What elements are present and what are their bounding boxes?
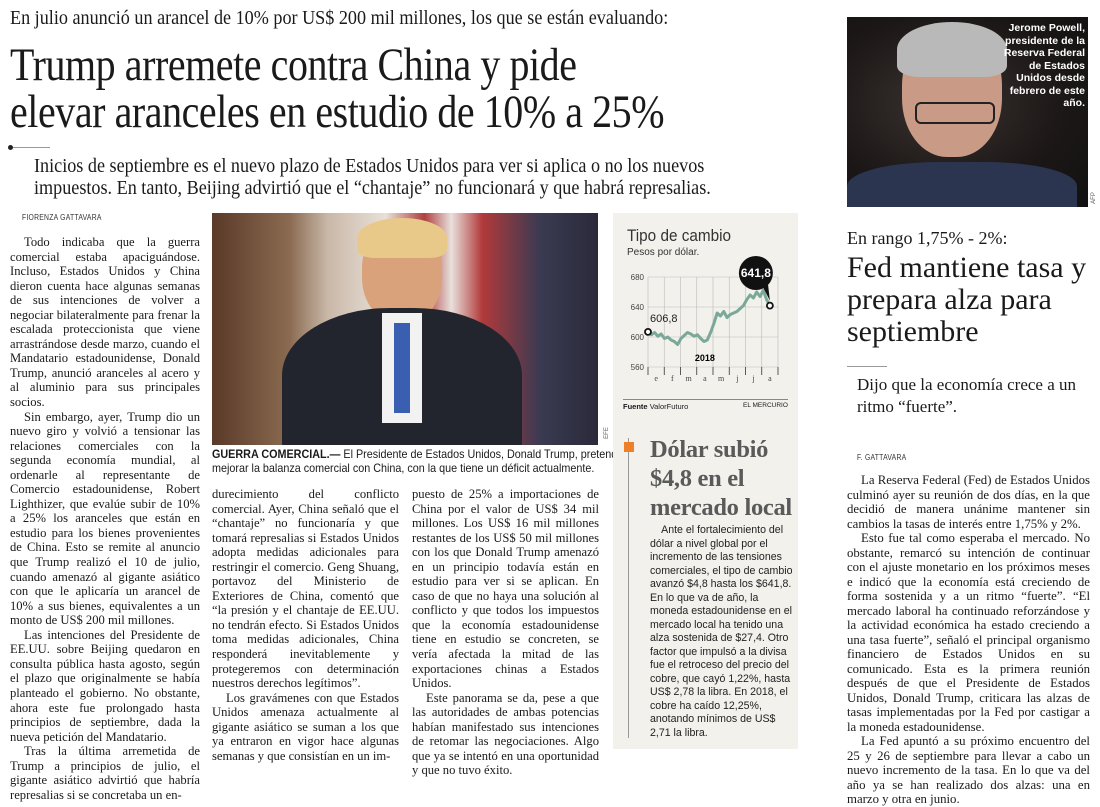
deck-line: impuestos. En tanto, Beijing advirtió qu…: [34, 178, 711, 199]
glasses-shape: [915, 102, 995, 124]
suit-shape: [847, 162, 1077, 207]
paragraph: puesto de 25% a importaciones de China p…: [412, 487, 599, 691]
x-tick-label: j: [735, 374, 738, 383]
vertical-rule: [628, 438, 629, 738]
x-tick-label: m: [718, 374, 725, 383]
year-label: 2018: [695, 353, 715, 363]
article-column-3: puesto de 25% a importaciones de China p…: [412, 487, 599, 778]
paragraph: Las intenciones del Presidente de EE.UU.…: [10, 627, 200, 744]
paragraph: Ante el fortalecimiento del dólar a nive…: [650, 524, 793, 739]
chart-source: Fuente ValorFuturo: [623, 402, 688, 411]
x-tick-label: e: [654, 374, 658, 383]
article-column-1: Todo indicaba que la guerra comercial es…: [10, 235, 200, 802]
paragraph: La Fed apuntó a su próximo encuentro del…: [847, 734, 1090, 806]
deck: Inicios de septiembre es el nuevo plazo …: [34, 156, 778, 200]
photo-credit: EFE: [603, 427, 610, 439]
bubble-pointer: [761, 283, 770, 301]
x-tick-label: a: [768, 374, 772, 383]
paragraph: Sin embargo, ayer, Trump dio un nuevo gi…: [10, 409, 200, 628]
article-column-2: durecimiento del conflicto comercial. Ay…: [212, 487, 399, 763]
end-value-bubble: [738, 256, 773, 290]
deck-line: Inicios de septiembre es el nuevo plazo …: [34, 156, 705, 177]
sidebar-box: Tipo de cambio Pesos por dólar. 560 600 64…: [613, 213, 798, 749]
headline-line: Trump arremete contra China y pide: [10, 39, 577, 91]
headline-line: elevar aranceles en estudio de 10% a 25%: [10, 86, 665, 138]
photo-caption: GUERRA COMERCIAL.— El Presidente de Esta…: [212, 448, 623, 476]
caption-text: mejorar la balanza comercial con China, …: [212, 462, 595, 475]
paragraph: Todo indicaba que la guerra comercial es…: [10, 235, 200, 410]
divider: [10, 147, 50, 148]
orange-square-icon: [624, 442, 634, 452]
photo-caption: Jerome Powell, presidente de la Reserva …: [1003, 22, 1085, 109]
hair-shape: [897, 22, 1007, 77]
fed-headline: Fed mantiene tasa y prepara alza para se…: [847, 251, 1087, 348]
bullet-dot: [8, 145, 13, 150]
paragraph: Esto fue tal como esperaba el mercado. N…: [847, 531, 1090, 734]
sidebar-headline: Dólar subió $4,8 en el mercado local: [650, 436, 792, 521]
start-value-label: 606,8: [650, 313, 678, 325]
x-tick-label: f: [671, 374, 674, 383]
fed-deck: Dijo que la economía crece a un ritmo “f…: [857, 375, 1077, 416]
paragraph: Los gravámenes con que Estados Unidos am…: [212, 690, 399, 763]
y-tick-label: 640: [631, 303, 645, 312]
source-label: Fuente: [623, 402, 648, 411]
kicker: En julio anunció un arancel de 10% por U…: [10, 8, 669, 29]
y-tick-label: 560: [631, 363, 645, 372]
y-tick-label: 600: [631, 333, 645, 342]
tie-shape: [394, 323, 410, 413]
paragraph: Este panorama se da, pese a que las auto…: [412, 690, 599, 778]
start-point: [644, 328, 652, 336]
source-name: ValorFuturo: [649, 402, 689, 411]
x-tick-label: m: [686, 374, 693, 383]
paragraph: durecimiento del conflicto comercial. Ay…: [212, 487, 399, 691]
caption-text: El Presidente de Estados Unidos, Donald …: [340, 448, 624, 461]
exchange-rate-chart: 560 600 640 680 e f m a m j j a 2018 606,8 641,8: [631, 256, 779, 383]
chart-subtitle: Pesos por dólar.: [627, 247, 700, 258]
brand: EL MERCURIO: [743, 402, 788, 409]
end-value-label: 641,8: [741, 266, 771, 280]
fed-kicker: En rango 1,75% - 2%:: [847, 228, 1008, 248]
sidebar-body: Ante el fortalecimiento del dólar a nive…: [650, 524, 795, 740]
divider: [623, 399, 788, 400]
headline: Trump arremete contra China y pide elevar…: [10, 42, 664, 136]
byline: F. GATTAVARA: [857, 453, 907, 462]
fed-article-body: La Reserva Federal (Fed) de Estados Unid…: [847, 473, 1090, 807]
end-point: [765, 301, 774, 310]
y-tick-label: 680: [631, 273, 645, 282]
divider: [847, 366, 887, 367]
paragraph: La Reserva Federal (Fed) de Estados Unid…: [847, 473, 1090, 531]
x-tick-label: j: [752, 374, 755, 383]
byline: FIORENZA GATTAVARA: [22, 213, 102, 222]
series-line: [647, 289, 772, 346]
trump-photo: [212, 213, 598, 445]
x-tick-label: a: [703, 374, 707, 383]
caption-label: GUERRA COMERCIAL.—: [212, 448, 341, 461]
photo-credit: AFP: [1090, 192, 1097, 204]
powell-photo: Jerome Powell, presidente de la Reserva …: [847, 17, 1088, 207]
hair-shape: [357, 218, 447, 258]
chart-title: Tipo de cambio: [627, 226, 732, 245]
